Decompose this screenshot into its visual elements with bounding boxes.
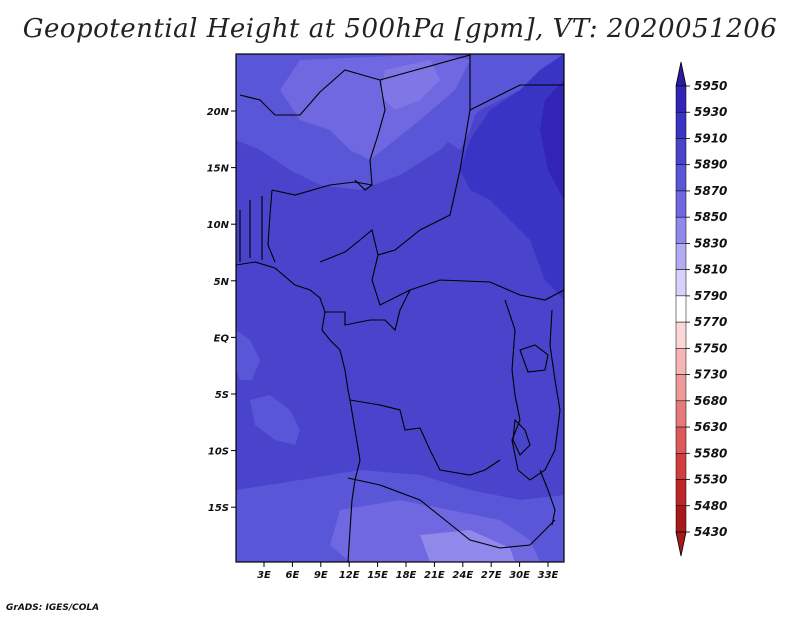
colorbar-level-label: 5910 [694, 131, 727, 145]
lake-tanganyika [512, 418, 531, 456]
lon-tick-label: 18E [396, 570, 417, 581]
colorbar-level-label: 5530 [694, 473, 727, 487]
field-5910-northeast [460, 54, 564, 300]
colorbar-level-label: 5870 [694, 184, 727, 198]
lon-tick-label: 6E [286, 570, 300, 581]
colorbar-swatch [675, 111, 687, 139]
lon-tick-label: 30E [509, 570, 530, 581]
colorbar: 5950 5930 5910 5890 5870 5850 5830 5810 5790 5770… [675, 61, 727, 557]
namibia-botswana-borders [347, 477, 556, 549]
colorbar-swatch [675, 243, 687, 270]
lon-tick-label: 21E [424, 570, 445, 581]
colorbar-level-label: 5770 [694, 315, 727, 329]
contour-field [236, 54, 564, 562]
colorbar-level-label: 5730 [694, 368, 727, 382]
colorbar-swatch [675, 85, 687, 113]
colorbar-swatch [675, 295, 687, 323]
map-frame [235, 53, 565, 563]
lat-tick-label: 15S [208, 503, 229, 514]
colorbar-swatch [675, 479, 687, 507]
west-africa-borders [239, 196, 263, 262]
chart-title: Geopotential Height at 500hPa [gpm], VT:… [22, 14, 778, 44]
colorbar-bottom-arrow [675, 531, 687, 557]
lat-tick-label: 10S [208, 447, 229, 458]
colorbar-level-label: 5680 [694, 394, 727, 408]
colorbar-level-label: 5890 [694, 158, 727, 172]
colorbar-top-arrow [675, 61, 687, 87]
lake-victoria [519, 344, 549, 373]
lat-tick-label: 10N [207, 220, 230, 231]
colorbar-swatch [675, 138, 687, 165]
colorbar-swatch [675, 269, 687, 297]
colorbar-swatch [675, 453, 687, 480]
lat-tick-label: 20N [207, 107, 230, 118]
lon-tick-label: 3E [257, 570, 271, 581]
lon-tick-label: 24E [452, 570, 473, 581]
latitude-axis: 20N 15N 10N 5N EQ 5S 10S 15S [207, 107, 236, 514]
colorbar-level-label: 5930 [694, 105, 727, 119]
field-5930-northeast [540, 80, 564, 200]
lake-malawi [539, 469, 556, 526]
colorbar-level-label: 5950 [694, 79, 727, 93]
field-5830-south [420, 530, 515, 562]
grads-credit: GrADS: IGES/COLA [6, 603, 100, 613]
benin-border [267, 189, 276, 263]
colorbar-swatch [675, 505, 687, 533]
colorbar-level-label: 5790 [694, 289, 727, 303]
colorbar-swatch [675, 164, 687, 192]
colorbar-swatch [675, 426, 687, 454]
field-5870-southwest [250, 395, 300, 445]
lat-tick-label: 5S [215, 390, 229, 401]
colorbar-level-label: 5630 [694, 420, 727, 434]
great-lakes-borders [504, 299, 561, 481]
lon-tick-label: 15E [367, 570, 388, 581]
colorbar-level-label: 5830 [694, 236, 727, 250]
colorbar-level-label: 5810 [694, 263, 727, 277]
lat-tick-label: 5N [214, 277, 230, 288]
colorbar-level-label: 5430 [694, 525, 727, 539]
colorbar-swatch [675, 216, 687, 244]
angola-zambia-border [349, 399, 501, 476]
nigeria-cameroon-border [319, 229, 379, 263]
colorbar-level-label: 5850 [694, 210, 727, 224]
colorbar-level-label: 5480 [694, 499, 727, 513]
lon-tick-label: 27E [481, 570, 502, 581]
longitude-axis: 3E 6E 9E 12E 15E 18E 21E 24E 27E 30E 33E [257, 562, 559, 581]
lake-chad [354, 179, 373, 191]
field-5850-core [380, 60, 440, 110]
gabon-congo-borders [325, 289, 411, 332]
sahel-borders [239, 69, 386, 196]
colorbar-swatch [675, 190, 687, 218]
lat-tick-label: EQ [214, 333, 230, 344]
colorbar-swatch [675, 348, 687, 375]
colorbar-swatch [675, 374, 687, 402]
lon-tick-label: 12E [339, 570, 360, 581]
colorbar-swatch [675, 321, 687, 349]
lon-tick-label: 9E [314, 570, 328, 581]
lat-tick-label: 15N [207, 164, 230, 175]
field-5870-west [236, 330, 260, 380]
colorbar-level-label: 5750 [694, 341, 727, 355]
chad-car-sudan-borders [371, 109, 564, 306]
lon-tick-label: 33E [538, 570, 559, 581]
colorbar-swatch [675, 400, 687, 428]
colorbar-level-label: 5580 [694, 446, 727, 460]
borders [236, 54, 564, 562]
